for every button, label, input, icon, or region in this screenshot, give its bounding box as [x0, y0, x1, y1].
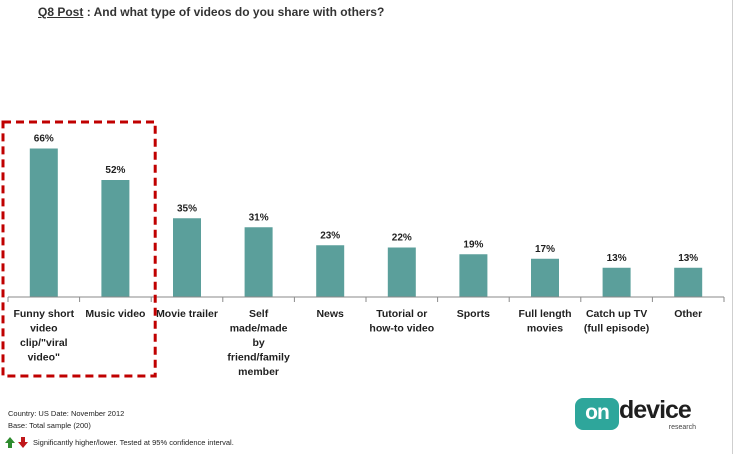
- category-label-line: Other: [674, 308, 702, 320]
- category-label: News: [316, 308, 344, 320]
- logo-research: research: [668, 424, 696, 431]
- data-label: 23%: [320, 230, 340, 241]
- data-label: 52%: [105, 165, 125, 176]
- data-label: 22%: [392, 233, 412, 244]
- category-label: Catch up TV (full episode): [584, 308, 649, 335]
- data-label: 35%: [177, 203, 197, 214]
- category-label-line: (full episode): [584, 323, 649, 335]
- data-label: 13%: [607, 253, 627, 264]
- category-label-line: Music video: [85, 308, 145, 320]
- category-label-line: how-to video: [369, 323, 434, 335]
- category-label: Self made/made by friend/family member: [227, 308, 290, 378]
- category-label: Other: [674, 308, 702, 320]
- category-label-line: video": [28, 352, 60, 364]
- footnote-significance: Significantly higher/lower. Tested at 95…: [33, 438, 234, 447]
- arrow-down-stem-icon: [21, 437, 25, 442]
- axis-group: [1, 120, 725, 378]
- category-label: Sports: [457, 308, 490, 320]
- chart-title: Q8 Post : And what type of videos do you…: [38, 5, 384, 19]
- arrow-down-icon: [18, 442, 28, 448]
- category-label-line: Self: [249, 308, 269, 320]
- data-label: 66%: [34, 134, 54, 145]
- category-label-line: Tutorial or: [376, 308, 427, 320]
- data-label: 31%: [249, 212, 269, 223]
- category-label: Funny short video clip/"viral video": [13, 308, 74, 364]
- category-label-line: News: [316, 308, 344, 320]
- footnote-base: Base: Total sample (200): [8, 421, 91, 430]
- category-label-line: member: [238, 366, 279, 378]
- category-label-line: movies: [527, 323, 563, 335]
- category-label-line: by: [252, 337, 264, 349]
- category-label: Full length movies: [518, 308, 571, 335]
- labels-group: 66% Funny short video clip/"viral video" 52% M…: [13, 134, 702, 379]
- arrow-up-stem-icon: [8, 443, 12, 448]
- bar: [531, 258, 559, 297]
- bar: [387, 247, 416, 297]
- arrow-up-icon: [5, 437, 15, 443]
- question-id: Q8 Post: [38, 5, 84, 19]
- category-label: Movie trailer: [156, 308, 218, 320]
- bar: [459, 254, 488, 297]
- question-text: : And what type of videos do you share w…: [83, 5, 385, 19]
- data-label: 17%: [535, 244, 555, 255]
- category-label: Music video: [85, 308, 145, 320]
- bar: [173, 218, 201, 297]
- category-label-line: made/made: [230, 323, 288, 335]
- highlight-box: [1, 120, 157, 378]
- category-label-line: Funny short: [13, 308, 74, 320]
- category-label: Tutorial or how-to video: [369, 308, 434, 335]
- bar: [244, 227, 273, 297]
- category-label-line: video: [30, 323, 57, 335]
- data-label: 13%: [678, 253, 698, 264]
- bar: [316, 245, 345, 297]
- category-label-line: Catch up TV: [586, 308, 647, 320]
- bar: [674, 267, 703, 297]
- bar: [29, 148, 58, 297]
- bar: [101, 180, 130, 297]
- category-label-line: Full length: [518, 308, 571, 320]
- logo-device: device: [619, 396, 692, 424]
- bars-group: [29, 148, 703, 297]
- logo-on: on: [575, 398, 619, 430]
- category-label-line: Movie trailer: [156, 308, 218, 320]
- category-label-line: friend/family: [227, 352, 290, 364]
- ondevice-logo: on device research: [575, 396, 700, 438]
- bar: [602, 267, 631, 297]
- panel-border: [732, 0, 733, 454]
- category-label-line: clip/"viral: [20, 337, 68, 349]
- data-label: 19%: [463, 239, 483, 250]
- footnote-country-date: Country: US Date: November 2012: [8, 409, 125, 418]
- category-label-line: Sports: [457, 308, 490, 320]
